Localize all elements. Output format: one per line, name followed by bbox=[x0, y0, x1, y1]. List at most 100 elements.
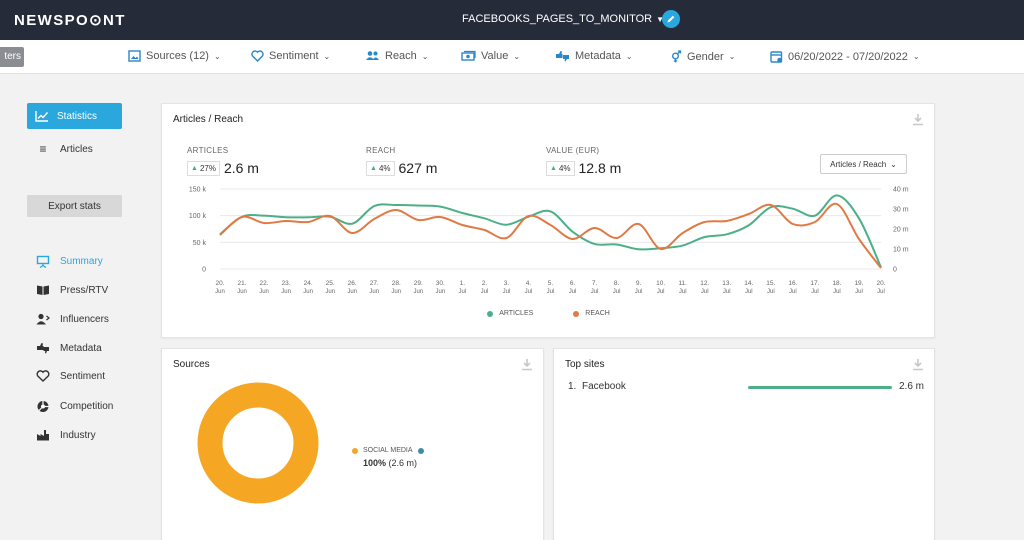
x-tick-label: Jul bbox=[569, 289, 577, 295]
filter-reach-label: Reach bbox=[385, 50, 417, 62]
legend-articles[interactable]: ARTICLES bbox=[487, 310, 533, 317]
articles-reach-card: Articles / Reach ARTICLES ▲ 27% 2.6 m REA… bbox=[161, 103, 935, 338]
chevron-down-icon: ⌄ bbox=[213, 51, 221, 61]
nav-articles[interactable]: ≡ Articles bbox=[36, 142, 92, 156]
kpi-label: REACH bbox=[366, 146, 396, 155]
nav-industry-label: Industry bbox=[60, 429, 96, 441]
nav-metadata[interactable]: Metadata bbox=[36, 342, 102, 354]
legend-dot bbox=[352, 447, 358, 454]
nav-sentiment[interactable]: Sentiment bbox=[36, 370, 105, 382]
date-range-label: 06/20/2022 - 07/20/2022 bbox=[788, 50, 908, 63]
filter-reach[interactable]: Reach ⌄ bbox=[365, 50, 429, 62]
nav-influencers[interactable]: Influencers bbox=[36, 313, 109, 325]
export-stats-button[interactable]: Export stats bbox=[27, 195, 122, 217]
filter-sentiment-label: Sentiment bbox=[269, 50, 319, 62]
kpi-value: 627 m bbox=[398, 160, 438, 176]
x-tick-label: Jul bbox=[503, 289, 511, 295]
nav-sentiment-label: Sentiment bbox=[60, 370, 106, 382]
kpi-value-eur: VALUE (EUR) ▲ 4% 12.8 m bbox=[546, 146, 621, 176]
x-tick-label: Jul bbox=[855, 289, 863, 295]
x-tick-label: 18. bbox=[832, 280, 841, 287]
filter-value[interactable]: Value ⌄ bbox=[461, 50, 520, 62]
filter-sentiment[interactable]: Sentiment ⌄ bbox=[251, 50, 330, 62]
metric-select[interactable]: Articles / Reach ⌄ bbox=[820, 154, 907, 174]
x-tick-label: Jun bbox=[347, 289, 357, 295]
x-tick-label: 20. bbox=[876, 280, 885, 287]
legend-value: 100% (2.6 m) bbox=[363, 458, 424, 468]
x-tick-label: Jul bbox=[547, 289, 555, 295]
download-icon[interactable] bbox=[912, 113, 924, 126]
users-icon bbox=[366, 51, 379, 60]
legend-reach[interactable]: REACH bbox=[573, 310, 610, 317]
nav-summary-label: Summary bbox=[60, 256, 103, 267]
filter-sources[interactable]: Sources (12) ⌄ bbox=[128, 50, 221, 62]
x-tick-label: 4. bbox=[526, 280, 532, 287]
x-tick-label: 10. bbox=[656, 280, 665, 287]
articles-reach-chart: 0 50 k 100 k 150 k 0 10 m 20 m 30 m 40 m 20. Jun 21… bbox=[189, 187, 909, 296]
x-tick-label: Jun bbox=[391, 289, 401, 295]
nav-summary[interactable]: Summary bbox=[36, 255, 103, 268]
nav-press[interactable]: Press/RTV bbox=[36, 284, 108, 296]
x-tick-label: 25. bbox=[326, 280, 335, 287]
newspoint-logo[interactable]: NEWSPO⊙NT bbox=[14, 12, 126, 29]
filter-gender[interactable]: Gender ⌄ bbox=[670, 50, 735, 63]
x-tick-label: 14. bbox=[744, 280, 753, 287]
calendar-icon bbox=[770, 51, 783, 63]
influencer-icon bbox=[36, 313, 50, 325]
filter-metadata-label: Metadata bbox=[575, 50, 621, 62]
thumbs-icon bbox=[556, 51, 569, 62]
x-tick-label: 20. bbox=[215, 280, 224, 287]
thumbs-icon bbox=[37, 343, 49, 354]
x-tick-label: 12. bbox=[700, 280, 709, 287]
heart-icon bbox=[251, 50, 264, 62]
site-value: 2.6 m bbox=[899, 381, 925, 392]
filters-tab[interactable]: ters bbox=[0, 47, 24, 67]
date-range-filter[interactable]: 06/20/2022 - 07/20/2022 ⌄ bbox=[770, 50, 920, 63]
project-selector[interactable]: FACEBOOKS_PAGES_TO_MONITOR ▼ bbox=[462, 13, 664, 25]
card-title: Sources bbox=[173, 359, 210, 370]
x-tick-label: Jun bbox=[237, 289, 247, 295]
pie-chart-icon bbox=[37, 401, 49, 412]
download-icon[interactable] bbox=[521, 358, 533, 371]
slice-percent: 100% bbox=[363, 458, 387, 468]
donut-slice-social-media[interactable] bbox=[197, 382, 319, 504]
nav-industry[interactable]: Industry bbox=[36, 429, 96, 441]
chevron-down-icon: ⌄ bbox=[625, 51, 633, 61]
edit-project-button[interactable] bbox=[662, 10, 680, 28]
x-tick-label: Jul bbox=[833, 289, 841, 295]
kpi-value: 12.8 m bbox=[578, 160, 622, 176]
x-tick-label: Jun bbox=[259, 289, 269, 295]
filter-value-label: Value bbox=[481, 50, 509, 62]
caret-down-icon: ▼ bbox=[656, 15, 665, 24]
x-tick-label: 3. bbox=[504, 280, 510, 287]
chevron-down-icon: ⌄ bbox=[323, 51, 331, 61]
x-tick-label: Jul bbox=[525, 289, 533, 295]
legend-dot bbox=[487, 310, 494, 317]
series-line-articles bbox=[219, 194, 882, 268]
x-tick-label: 11. bbox=[678, 280, 687, 287]
filter-sources-label: Sources (12) bbox=[146, 50, 209, 62]
x-tick-label: 1. bbox=[460, 280, 466, 287]
nav-competition-label: Competition bbox=[60, 401, 114, 412]
legend-dot bbox=[573, 310, 580, 317]
download-icon[interactable] bbox=[912, 358, 924, 371]
kpi-articles: ARTICLES ▲ 27% 2.6 m bbox=[187, 146, 259, 176]
sources-card: Sources SOCIAL MEDIA 100% (2.6 m) bbox=[161, 348, 544, 540]
x-tick-label: Jun bbox=[325, 289, 335, 295]
y-right-tick-label: 0 bbox=[893, 267, 897, 274]
kpi-reach: REACH ▲ 4% 627 m bbox=[366, 146, 437, 176]
kpi-change-badge: ▲ 4% bbox=[366, 160, 395, 176]
x-tick-label: 16. bbox=[788, 280, 797, 287]
nav-influencers-label: Influencers bbox=[60, 313, 109, 325]
y-right-tick-label: 20 m bbox=[893, 227, 909, 234]
x-tick-label: Jun bbox=[281, 289, 291, 295]
statistics-button[interactable]: Statistics bbox=[27, 103, 122, 129]
x-tick-label: 27. bbox=[370, 280, 379, 287]
arrow-up-icon: ▲ bbox=[550, 164, 557, 172]
x-tick-label: Jul bbox=[701, 289, 709, 295]
kpi-change: 27% bbox=[199, 163, 216, 173]
kpi-value: 2.6 m bbox=[223, 160, 259, 176]
site-share-bar bbox=[748, 386, 892, 389]
nav-competition[interactable]: Competition bbox=[36, 400, 113, 413]
filter-metadata[interactable]: Metadata ⌄ bbox=[555, 50, 633, 62]
